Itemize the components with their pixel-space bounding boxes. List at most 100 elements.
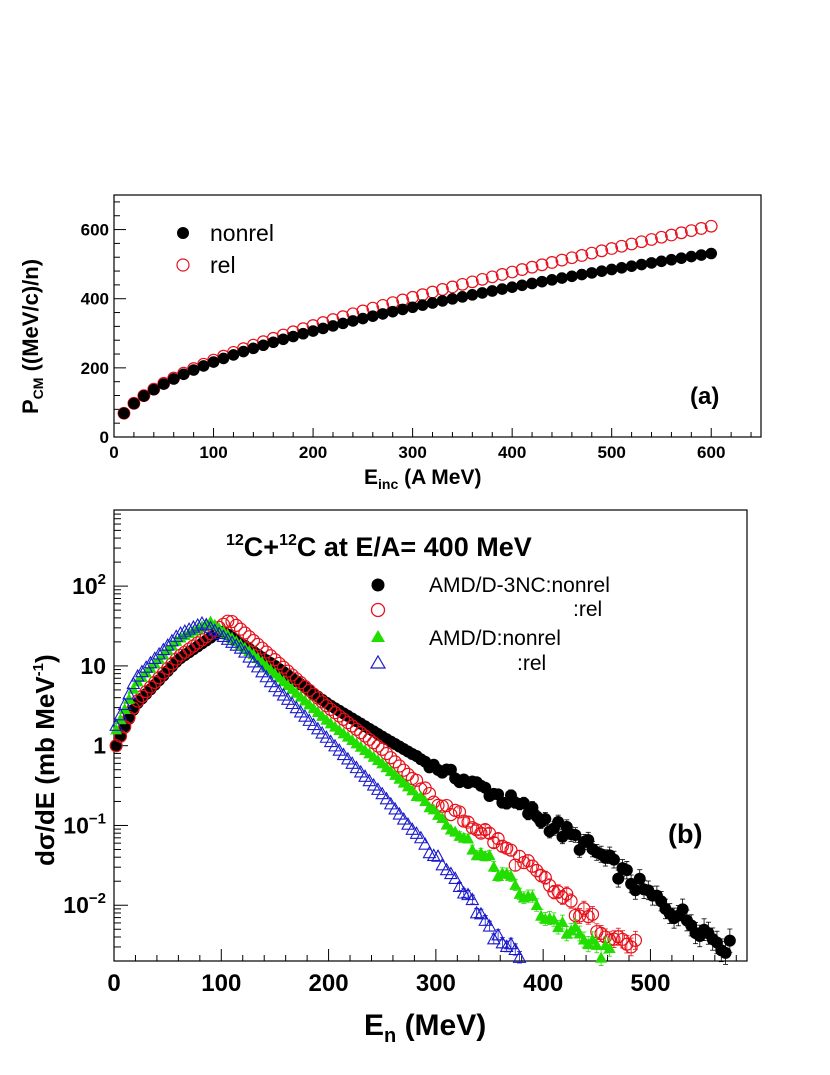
data-point (139, 660, 154, 673)
data-point (478, 913, 493, 926)
legend-3nc-nonrel-label: AMD/D-3NC:nonrel (429, 574, 610, 597)
data-point (594, 926, 608, 940)
data-point (190, 617, 205, 631)
data-point (582, 833, 595, 846)
data-point (547, 913, 560, 925)
data-point (612, 872, 625, 885)
panel-b-title: 12C+12C at E/A= 400 MeV (226, 532, 532, 562)
data-point (341, 716, 355, 730)
data-point (422, 786, 437, 801)
data-point (182, 642, 196, 656)
point-rel (495, 268, 509, 281)
point-nonrel (227, 349, 240, 361)
data-point (620, 937, 634, 951)
data-point (250, 659, 265, 673)
x-tick-label: 300 (398, 443, 426, 462)
data-point (324, 702, 338, 716)
point-rel (704, 219, 718, 233)
panel-a-y-axis-title: PCM ((MeV/c)/n) (18, 259, 46, 414)
point-nonrel (396, 303, 409, 316)
point-nonrel (526, 277, 538, 290)
point-nonrel (347, 315, 359, 327)
x-tick-label: 0 (109, 443, 118, 462)
data-point (590, 938, 603, 950)
point-nonrel (595, 265, 608, 277)
point-nonrel (277, 333, 290, 346)
point-nonrel (546, 274, 558, 286)
y-tick-label: 102 (72, 571, 106, 599)
data-point (419, 795, 432, 807)
data-point (624, 940, 638, 954)
legend-3nc-nonrel-marker (371, 578, 385, 592)
data-point (375, 786, 390, 800)
point-nonrel (287, 330, 299, 343)
data-point (272, 656, 286, 671)
point-nonrel (376, 308, 389, 320)
point-nonrel (476, 287, 489, 299)
data-point (238, 626, 252, 640)
data-point (328, 706, 342, 720)
point-nonrel (177, 368, 190, 381)
data-point (349, 722, 364, 736)
data-point (195, 633, 209, 647)
data-point (152, 671, 166, 685)
data-point (620, 864, 633, 877)
data-point (264, 649, 278, 663)
data-point (499, 939, 514, 952)
data-point (139, 685, 153, 699)
data-point (530, 863, 544, 878)
data-point (336, 712, 351, 726)
point-nonrel (486, 285, 499, 297)
y-tick-base: 10 (63, 812, 89, 838)
legend-rel-marker (176, 258, 190, 272)
data-point (436, 811, 449, 823)
data-point (143, 655, 158, 669)
data-point (242, 649, 257, 663)
point-rel (655, 230, 668, 244)
point-rel (465, 275, 479, 289)
data-point (152, 646, 166, 660)
point-nonrel (307, 325, 319, 337)
legend-3nc-rel-label: :rel (573, 598, 602, 621)
point-nonrel (705, 247, 718, 260)
data-point (147, 651, 162, 664)
data-point (319, 730, 334, 743)
panel-a-frame (113, 194, 762, 438)
y-tick-label: 400 (81, 290, 109, 309)
y-title-sub: CM (30, 378, 46, 400)
point-nonrel (496, 283, 509, 295)
data-point (123, 712, 136, 725)
panel-b-label: (b) (668, 819, 702, 849)
data-point (160, 638, 175, 651)
point-nonrel (167, 373, 180, 385)
point-nonrel (416, 299, 429, 311)
by-title-sup: -1 (30, 663, 47, 676)
point-nonrel (207, 356, 220, 368)
point-rel (645, 233, 658, 246)
point-rel (555, 253, 569, 267)
data-point (719, 946, 732, 959)
point-nonrel (685, 250, 698, 263)
data-point (306, 687, 321, 701)
data-point (186, 639, 200, 653)
data-point (435, 857, 450, 871)
data-point (237, 644, 252, 658)
data-point (633, 872, 646, 885)
data-point (487, 836, 501, 850)
data-point (289, 672, 303, 686)
data-point (379, 746, 394, 761)
data-point (478, 823, 492, 837)
panel-a-x-axis-title: Einc (A MeV) (364, 466, 481, 492)
data-point (452, 805, 467, 819)
data-point (595, 951, 608, 963)
data-point (367, 736, 381, 750)
data-point (465, 892, 480, 906)
data-point (448, 871, 463, 884)
point-rel (515, 263, 529, 276)
point-nonrel (406, 301, 419, 314)
data-point (491, 927, 506, 941)
data-point (456, 885, 471, 899)
y-tick-label: 200 (81, 359, 109, 378)
data-point (375, 742, 389, 756)
